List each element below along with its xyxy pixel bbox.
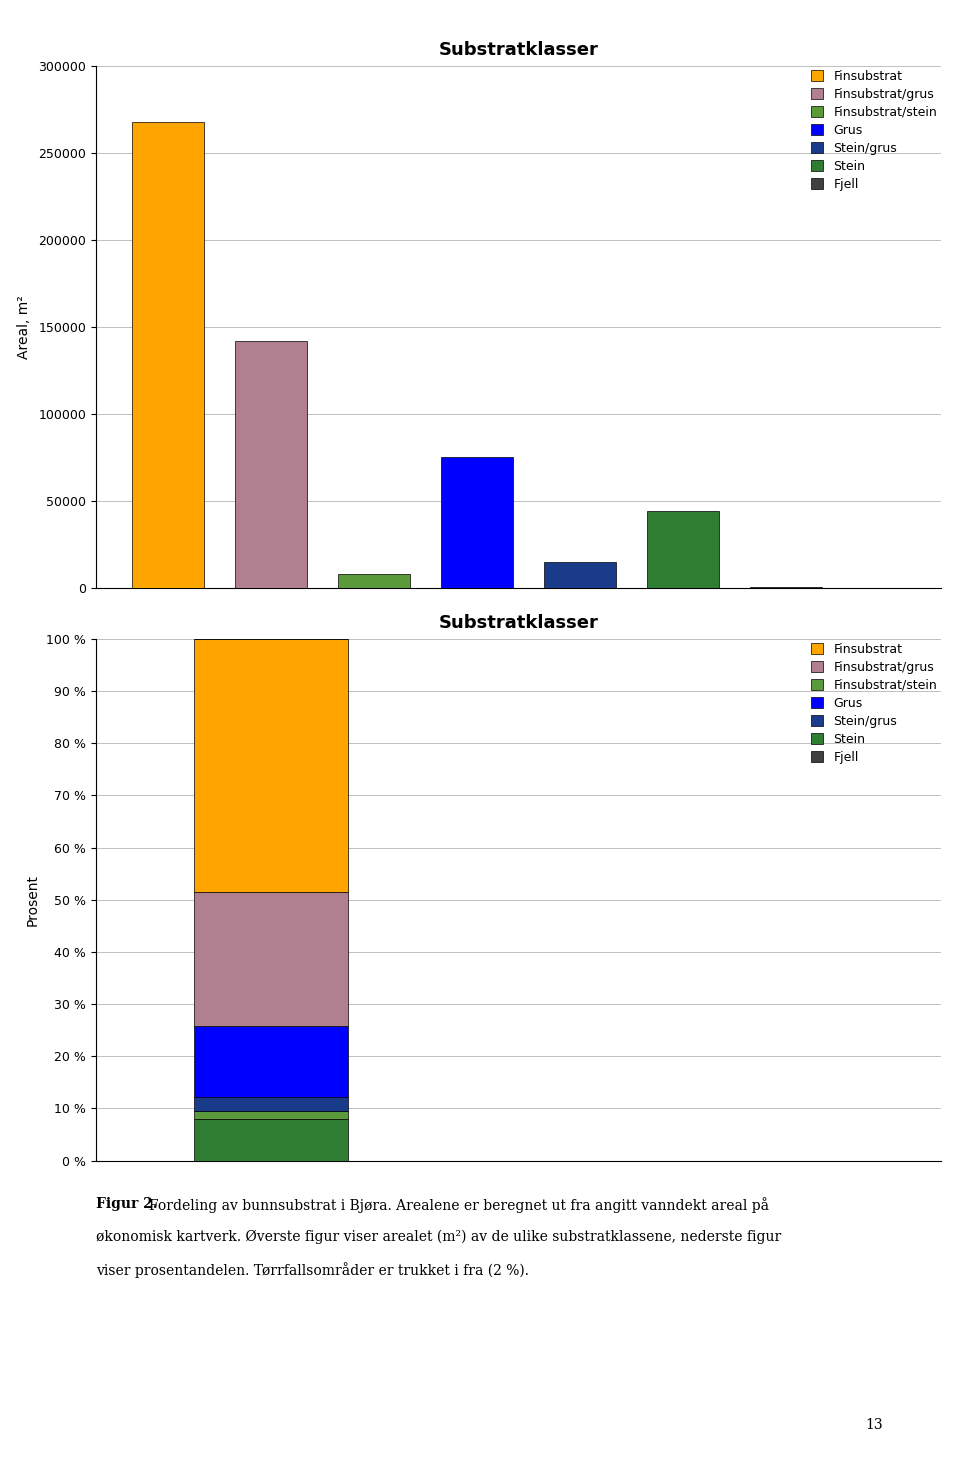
Bar [194,1112,348,1119]
Bar [194,893,348,1027]
Y-axis label: Prosent: Prosent [26,874,39,925]
Bar [194,1119,348,1161]
Bar [544,561,616,588]
Legend: Finsubstrat, Finsubstrat/grus, Finsubstrat/stein, Grus, Stein/grus, Stein, Fjell: Finsubstrat, Finsubstrat/grus, Finsubstr… [808,68,940,194]
Bar [194,1027,348,1097]
Bar [194,1097,348,1112]
Text: 13: 13 [866,1418,883,1432]
Bar [194,639,348,893]
Text: viser prosentandelen. Tørrfallsområder er trukket i fra (2 %).: viser prosentandelen. Tørrfallsområder e… [96,1262,529,1278]
Bar [647,511,719,588]
Bar [442,457,514,588]
Title: Substratklasser: Substratklasser [439,614,598,632]
Title: Substratklasser: Substratklasser [439,41,598,59]
Text: økonomisk kartverk. Øverste figur viser arealet (m²) av de ulike substratklassen: økonomisk kartverk. Øverste figur viser … [96,1230,781,1244]
Bar [338,574,410,588]
Legend: Finsubstrat, Finsubstrat/grus, Finsubstrat/stein, Grus, Stein/grus, Stein, Fjell: Finsubstrat, Finsubstrat/grus, Finsubstr… [808,640,940,767]
Bar [235,341,307,588]
Text: Figur 2.: Figur 2. [96,1197,157,1212]
Text: Fordeling av bunnsubstrat i Bjøra. Arealene er beregnet ut fra angitt vanndekt a: Fordeling av bunnsubstrat i Bjøra. Areal… [149,1197,769,1213]
Y-axis label: Areal, m²: Areal, m² [17,295,32,358]
Bar [132,122,204,588]
